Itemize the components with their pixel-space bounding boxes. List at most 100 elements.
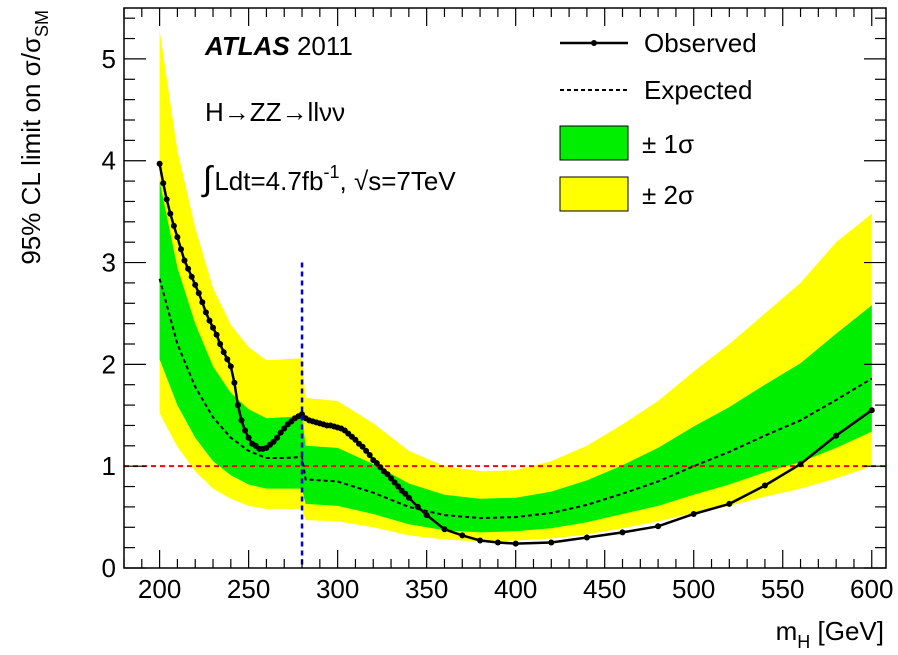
y-tick-label: 3 bbox=[102, 248, 116, 278]
y-tick-label: 5 bbox=[102, 44, 116, 74]
observed-point bbox=[363, 447, 370, 454]
observed-point bbox=[359, 443, 366, 450]
legend: Observed Expected ± 1σ ± 2σ bbox=[559, 28, 757, 212]
observed-point bbox=[405, 494, 412, 501]
process-label: H→ZZ→llνν bbox=[205, 97, 345, 127]
observed-point bbox=[726, 500, 733, 507]
legend-band1-label: ± 1σ bbox=[642, 129, 694, 159]
observed-point bbox=[206, 317, 213, 324]
y-tick-label: 0 bbox=[102, 553, 116, 583]
y-tick-label: 1 bbox=[102, 451, 116, 481]
lumi-integral-sign: ∫ bbox=[201, 160, 214, 198]
uncertainty-bands bbox=[159, 30, 872, 542]
observed-point bbox=[761, 482, 768, 489]
observed-point bbox=[833, 432, 840, 439]
observed-point bbox=[373, 460, 380, 467]
observed-point bbox=[227, 363, 234, 370]
observed-point bbox=[388, 475, 395, 482]
legend-band2-swatch bbox=[559, 176, 629, 212]
atlas-year: 2011 bbox=[290, 31, 353, 61]
band-2sigma bbox=[159, 30, 872, 542]
observed-point bbox=[185, 265, 192, 272]
legend-band1-swatch bbox=[559, 125, 629, 161]
observed-point bbox=[199, 299, 206, 306]
y-axis-title-sub: SM bbox=[32, 10, 52, 37]
observed-point bbox=[391, 479, 398, 486]
observed-point bbox=[797, 461, 804, 468]
observed-point bbox=[234, 402, 241, 409]
observed-point bbox=[274, 434, 281, 441]
observed-point bbox=[384, 471, 391, 478]
y-axis: 0 1 2 3 4 5 bbox=[102, 17, 886, 583]
observed-point bbox=[494, 539, 501, 546]
y-tick-label: 4 bbox=[102, 146, 116, 176]
x-tick-label: 200 bbox=[138, 574, 181, 604]
x-axis-title-rest: [GeV] bbox=[810, 616, 884, 646]
x-axis-title: mH [GeV] bbox=[776, 616, 884, 652]
observed-point bbox=[270, 438, 277, 445]
observed-point bbox=[366, 452, 373, 458]
x-tick-label: 350 bbox=[405, 574, 448, 604]
observed-point bbox=[477, 537, 484, 544]
observed-point bbox=[217, 341, 224, 347]
observed-point bbox=[167, 210, 174, 217]
y-axis-title: 95% CL limit on σ/σSM bbox=[16, 10, 52, 265]
observed-point bbox=[395, 483, 402, 490]
observed-point bbox=[459, 532, 466, 539]
observed-point bbox=[690, 511, 697, 517]
x-tick-label: 450 bbox=[583, 574, 626, 604]
observed-point bbox=[414, 503, 421, 510]
observed-point bbox=[231, 379, 238, 386]
observed-point bbox=[299, 411, 305, 418]
lumi-text-a: Ldt=4.7fb bbox=[214, 166, 323, 196]
observed-point bbox=[220, 349, 227, 356]
x-axis-title-sub: H bbox=[797, 632, 810, 652]
observed-point bbox=[195, 290, 202, 297]
observed-point bbox=[156, 160, 163, 167]
observed-point bbox=[178, 246, 184, 253]
lumi-label: ∫Ldt=4.7fb-1, √s=7TeV bbox=[201, 160, 456, 198]
legend-observed-label: Observed bbox=[644, 28, 757, 58]
band-1sigma bbox=[159, 181, 872, 533]
observed-point bbox=[188, 273, 195, 280]
observed-point bbox=[583, 534, 590, 541]
observed-point bbox=[245, 434, 252, 441]
observed-point bbox=[619, 529, 626, 536]
observed-point bbox=[213, 331, 220, 338]
observed-point bbox=[181, 257, 188, 264]
observed-point bbox=[160, 180, 167, 187]
legend-expected-label: Expected bbox=[644, 75, 752, 105]
observed-point bbox=[281, 425, 288, 432]
lumi-text-b: , √s=7TeV bbox=[340, 166, 457, 196]
observed-point bbox=[224, 356, 231, 363]
y-tick-label: 2 bbox=[102, 349, 116, 379]
legend-band2-label: ± 2σ bbox=[642, 180, 694, 210]
y-axis-title-main: 95% CL limit on σ/σ bbox=[16, 37, 46, 265]
observed-point bbox=[277, 429, 284, 436]
expected-line bbox=[158, 278, 873, 520]
observed-point bbox=[548, 539, 555, 546]
observed-point bbox=[242, 427, 249, 434]
observed-point bbox=[210, 324, 216, 331]
x-tick-label: 550 bbox=[761, 574, 804, 604]
observed-point bbox=[441, 526, 448, 533]
observed-point bbox=[238, 417, 245, 424]
x-tick-label: 500 bbox=[672, 574, 715, 604]
x-axis: 200 250 300 350 400 450 500 550 600 bbox=[123, 8, 893, 604]
x-tick-label: 300 bbox=[316, 574, 359, 604]
observed-point bbox=[868, 407, 875, 414]
observed-point bbox=[170, 222, 177, 229]
x-axis-title-main: m bbox=[776, 616, 798, 646]
legend-observed-marker bbox=[591, 40, 597, 46]
atlas-experiment: ATLAS bbox=[204, 31, 290, 61]
observed-point bbox=[202, 309, 209, 316]
x-tick-label: 250 bbox=[227, 574, 270, 604]
lumi-exponent: -1 bbox=[323, 162, 339, 182]
observed-point bbox=[377, 464, 384, 471]
atlas-label: ATLAS 2011 bbox=[204, 31, 353, 61]
observed-point bbox=[192, 281, 199, 288]
limit-lines bbox=[124, 160, 886, 568]
observed-point bbox=[174, 234, 181, 241]
plot-frame bbox=[123, 7, 887, 569]
